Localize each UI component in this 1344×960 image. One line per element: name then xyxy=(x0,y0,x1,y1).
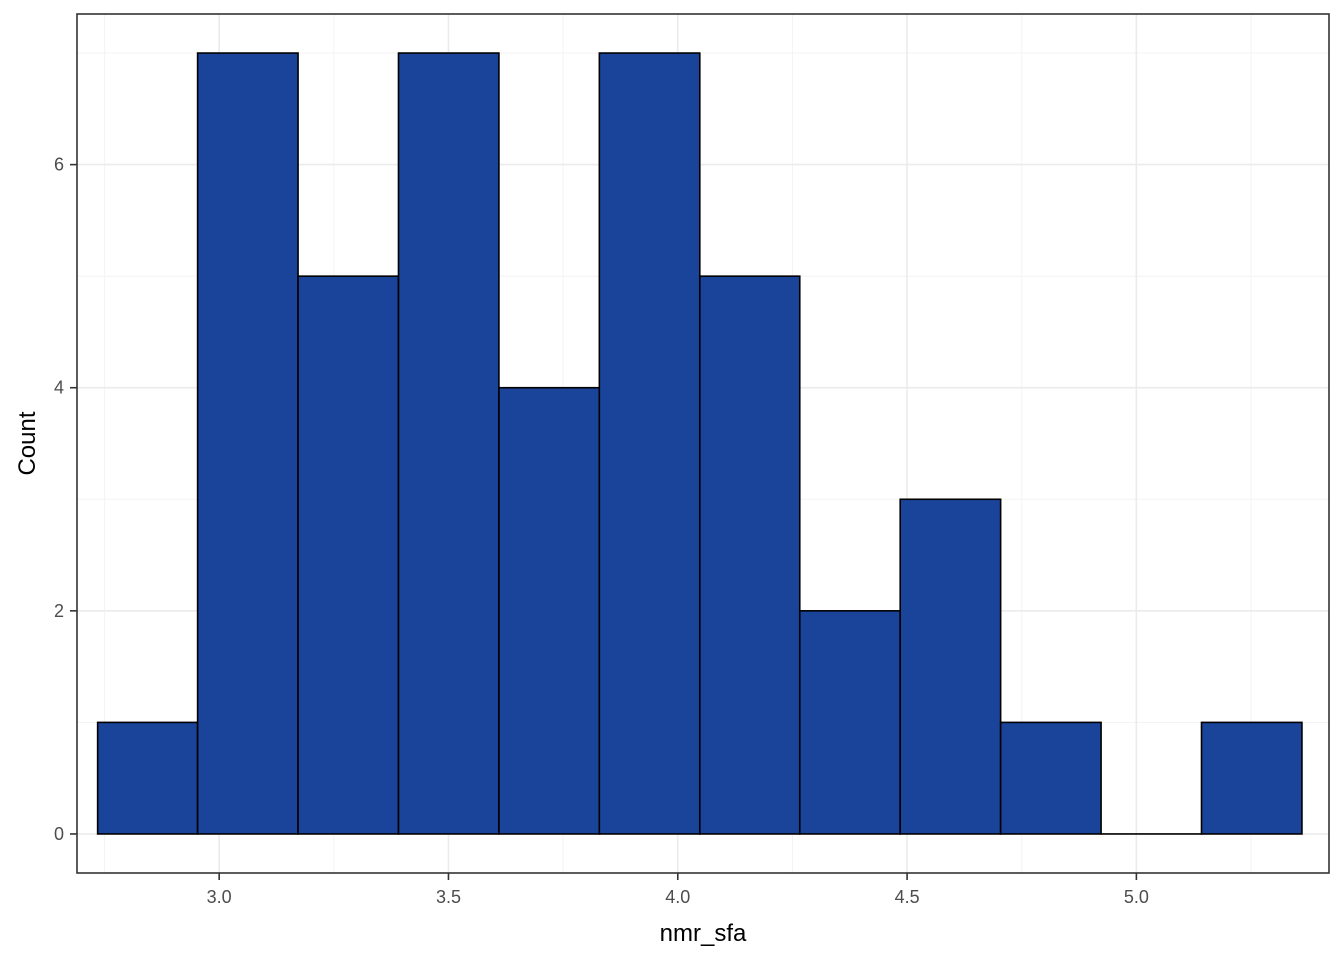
histogram-bar-4 xyxy=(397,52,500,835)
histogram-bar-9 xyxy=(899,498,1002,835)
axes: 3.0 3.5 4.0 4.5 5.0 0 2 4 6 xyxy=(54,155,1149,907)
histogram-bar-2 xyxy=(196,52,299,835)
y-axis-title: Count xyxy=(14,411,41,475)
histogram-bar-12 xyxy=(1200,721,1303,835)
histogram-bar-10 xyxy=(999,721,1102,835)
histogram-bar-7 xyxy=(698,275,801,835)
y-tick-label: 4 xyxy=(54,378,64,398)
y-tick-label: 6 xyxy=(54,155,64,175)
x-tick-label: 4.0 xyxy=(665,887,690,907)
histogram-bar-6 xyxy=(598,52,701,835)
y-tick-label: 0 xyxy=(54,824,64,844)
histogram-bars xyxy=(96,52,1303,835)
y-tick-label: 2 xyxy=(54,601,64,621)
x-tick-label: 3.0 xyxy=(207,887,232,907)
x-tick-label: 5.0 xyxy=(1124,887,1149,907)
histogram-bar-1 xyxy=(96,721,199,835)
x-axis-title: nmr_sfa xyxy=(660,920,747,947)
panel-border xyxy=(76,13,1330,874)
histogram-bar-5 xyxy=(498,386,601,835)
histogram-bar-8 xyxy=(798,610,902,835)
histogram-bar-3 xyxy=(297,275,400,835)
x-tick-label: 4.5 xyxy=(895,887,920,907)
x-tick-label: 3.5 xyxy=(436,887,461,907)
